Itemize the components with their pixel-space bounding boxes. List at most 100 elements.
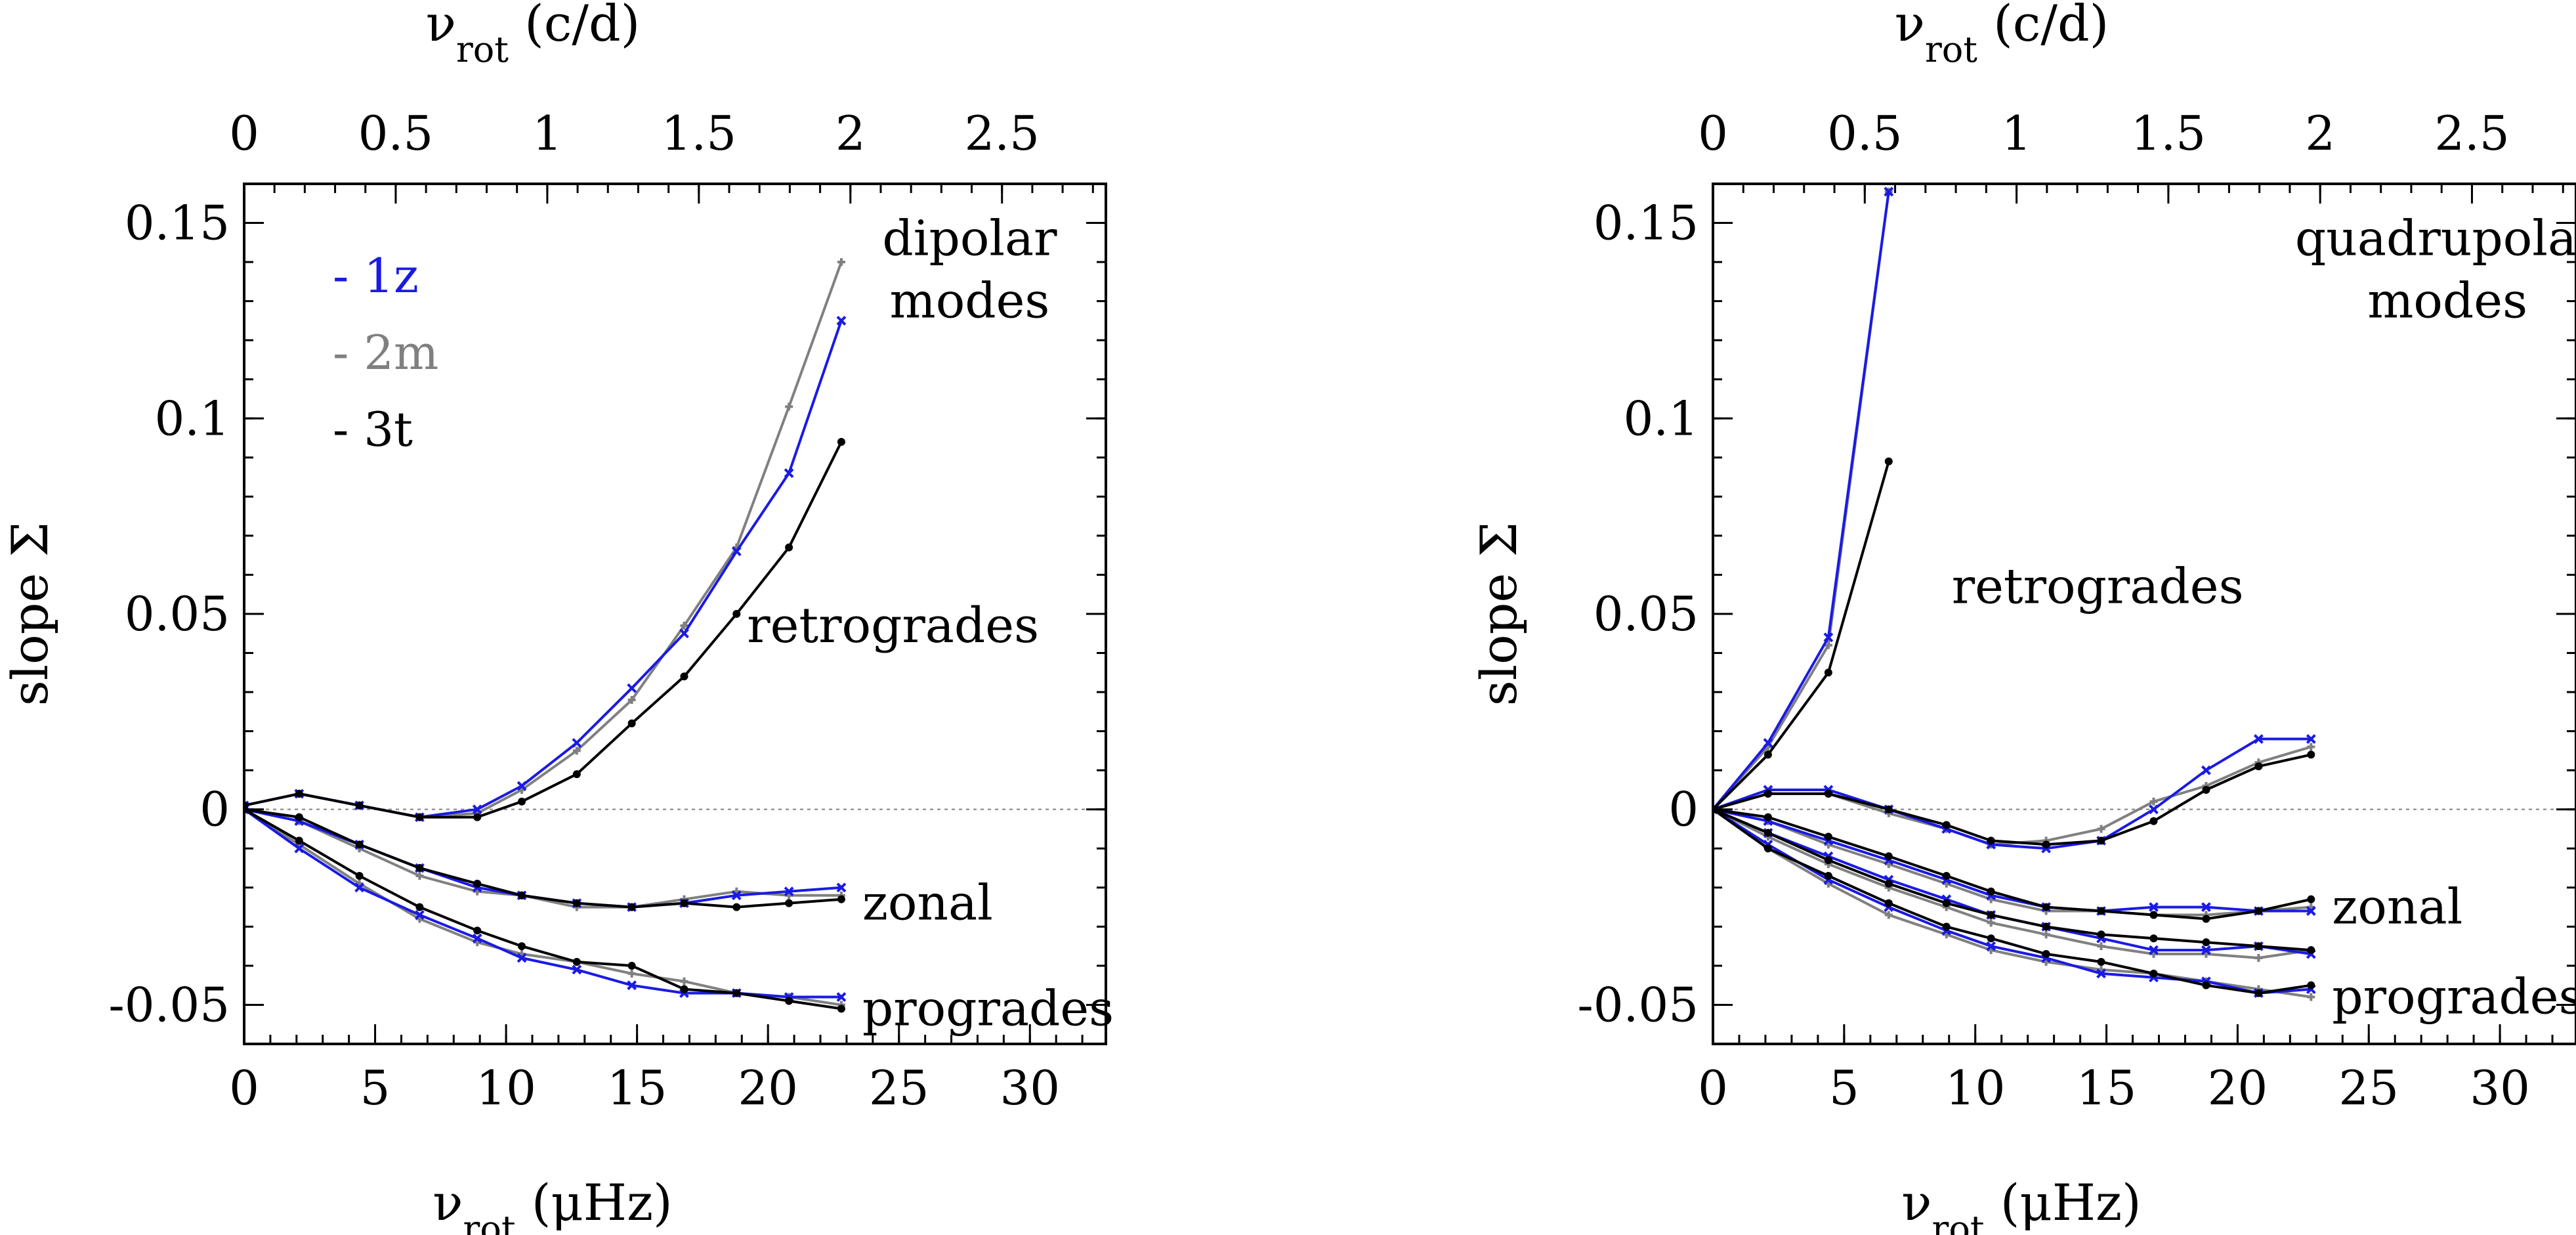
marker-3t <box>1884 852 1893 861</box>
marker-3t <box>473 813 482 821</box>
marker-2m <box>572 747 581 755</box>
annotation: modes <box>890 273 1050 330</box>
marker-2m <box>680 977 688 986</box>
marker-3t <box>2042 922 2050 931</box>
y-axis-label: slope Σ <box>1469 522 1528 706</box>
series-line-1z <box>1713 808 2312 995</box>
marker-3t <box>2202 915 2210 923</box>
marker-3t <box>355 871 364 880</box>
marker-1z <box>836 315 847 326</box>
marker-3t <box>2307 895 2315 903</box>
chart-dipolar-modes: -0.05 0 0.05 0.1 0.15 0 5 10 15 20 25 30 0 0.5 1 1.5 2 2.… <box>1 0 1114 1235</box>
marker-3t <box>1824 789 1832 798</box>
marker-1z <box>1763 738 1773 748</box>
marker-3t <box>1763 844 1772 853</box>
marker-3t <box>518 891 526 899</box>
marker-3t <box>473 926 482 935</box>
marker-3t <box>2149 817 2158 825</box>
marker-3t <box>572 957 581 966</box>
annotation: modes <box>2367 273 2527 330</box>
marker-2m <box>627 969 636 978</box>
series-line-3t <box>1713 461 1890 811</box>
x-tick-label-top: 1 <box>2002 106 2032 161</box>
marker-1z <box>1986 941 1996 951</box>
marker-1z <box>836 882 847 893</box>
marker-2m <box>680 621 688 630</box>
marker-3t <box>2202 938 2210 947</box>
marker-1z <box>517 781 527 791</box>
marker-3t <box>415 813 424 821</box>
series-line-3t <box>244 808 842 1010</box>
marker-1z <box>784 886 794 897</box>
marker-3t <box>1824 871 1832 880</box>
marker-3t <box>1987 911 1995 919</box>
marker-3t <box>732 610 741 618</box>
x-tick-label-top: 0 <box>229 106 259 161</box>
marker-3t <box>1987 836 1995 845</box>
x-tick-label-bottom: 5 <box>360 1060 391 1116</box>
annotation: retrogrades <box>747 597 1039 654</box>
series-line-3t <box>1713 808 2312 995</box>
marker-3t <box>1987 887 1995 896</box>
marker-1z <box>2201 765 2211 775</box>
marker-3t <box>1824 668 1832 677</box>
marker-3t <box>680 899 688 907</box>
legend-entry-1z: - 1z <box>333 248 419 303</box>
x-tick-label-bottom: 25 <box>2338 1060 2399 1116</box>
marker-2m <box>1824 641 1832 649</box>
y-tick-label: 0 <box>200 782 230 837</box>
marker-3t <box>2149 969 2158 978</box>
marker-2m <box>2097 825 2105 833</box>
marker-3t <box>837 1005 845 1013</box>
marker-3t <box>680 985 688 993</box>
annotation: dipolar <box>882 210 1057 267</box>
x-tick-label-bottom: 0 <box>229 1060 259 1116</box>
marker-1z <box>2149 804 2159 815</box>
marker-3t <box>2042 840 2050 849</box>
marker-3t <box>837 438 845 446</box>
marker-1z <box>2306 734 2316 744</box>
marker-3t <box>627 903 636 911</box>
marker-3t <box>627 719 636 727</box>
y-tick-label: 0.1 <box>1623 391 1699 446</box>
marker-2m <box>1987 919 1995 927</box>
marker-1z <box>627 980 637 991</box>
series-line-2m <box>1713 191 1890 811</box>
marker-3t <box>2254 942 2263 951</box>
marker-3t <box>2097 907 2105 915</box>
x-tick-label-bottom: 15 <box>607 1060 667 1116</box>
marker-3t <box>518 797 526 806</box>
marker-3t <box>1763 829 1772 837</box>
x-tick-label-top: 0.5 <box>1827 106 1903 161</box>
series-layer <box>244 258 847 1013</box>
marker-3t <box>1884 457 1893 466</box>
x-tick-label-top: 2.5 <box>2434 106 2510 161</box>
marker-1z <box>472 804 482 815</box>
marker-1z <box>627 683 637 693</box>
marker-3t <box>295 836 303 845</box>
marker-3t <box>1824 833 1832 841</box>
marker-3t <box>2149 911 2158 919</box>
marker-3t <box>2042 950 2050 959</box>
marker-1z <box>2149 945 2159 955</box>
marker-1z <box>2096 968 2106 979</box>
marker-3t <box>1763 789 1772 798</box>
plot-frame <box>1712 183 2576 1045</box>
marker-3t <box>473 879 482 888</box>
marker-1z <box>679 628 689 639</box>
marker-2m <box>2307 743 2315 751</box>
x-axis-label-bottom: νrot (μHz) <box>1901 1173 2141 1235</box>
marker-2m <box>785 402 793 411</box>
x-tick-label-bottom: 20 <box>2208 1060 2268 1116</box>
series-line-3t <box>1713 808 2312 921</box>
marker-1z <box>1884 186 1894 197</box>
marker-2m <box>2307 993 2315 1001</box>
marker-3t <box>2254 907 2263 915</box>
marker-3t <box>1942 871 1951 880</box>
marker-2m <box>2254 954 2263 962</box>
marker-3t <box>1824 856 1832 865</box>
plot-frame <box>243 183 1107 1045</box>
marker-3t <box>2097 836 2105 845</box>
marker-3t <box>1763 750 1772 759</box>
